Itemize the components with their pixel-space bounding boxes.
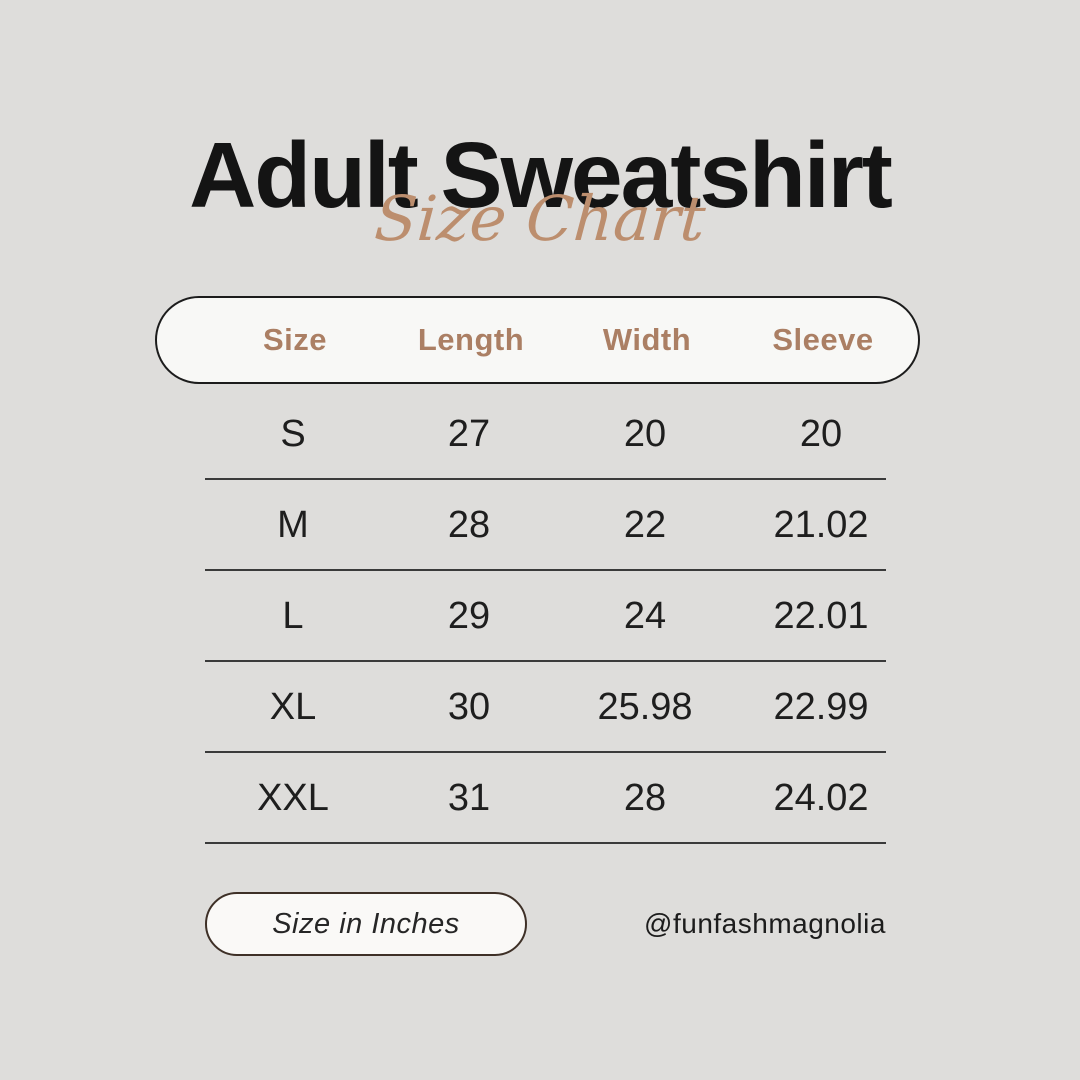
cell-sleeve: 22.01	[773, 595, 869, 637]
column-header-length: Length	[417, 322, 525, 357]
table-row-xl: XL 30 25.98 22.99	[205, 662, 909, 753]
row-divider	[205, 842, 886, 844]
cell-width: 28	[623, 777, 667, 819]
cell-width: 25.98	[597, 686, 693, 728]
row-divider	[205, 660, 886, 662]
column-header-size: Size	[262, 322, 328, 357]
size-table: S 27 20 20 M 28 22 21.02 L 29 24 22.01 X…	[205, 389, 909, 844]
cell-size: XXL	[257, 777, 329, 819]
table-header-row: Size Length Width Sleeve	[207, 298, 911, 382]
cell-size: S	[280, 413, 306, 455]
cell-width: 24	[623, 595, 667, 637]
page-title: Adult Sweatshirt	[189, 123, 893, 228]
table-row-l: L 29 24 22.01	[205, 571, 909, 662]
table-header-pill: Size Length Width Sleeve	[155, 296, 920, 384]
row-divider	[205, 751, 886, 753]
table-row-xxl: XXL 31 28 24.02	[205, 753, 909, 844]
row-divider	[205, 569, 886, 571]
column-header-width: Width	[602, 322, 692, 357]
cell-sleeve: 20	[799, 413, 843, 455]
cell-length: 31	[447, 777, 491, 819]
cell-size: M	[277, 504, 309, 546]
cell-length: 28	[447, 504, 491, 546]
row-divider	[205, 478, 886, 480]
cell-width: 20	[623, 413, 667, 455]
social-handle: @funfashmagnolia	[644, 908, 886, 939]
cell-sleeve: 21.02	[773, 504, 869, 546]
cell-sleeve: 24.02	[773, 777, 869, 819]
cell-length: 29	[447, 595, 491, 637]
cell-length: 30	[447, 686, 491, 728]
cell-size: XL	[269, 686, 317, 728]
cell-length: 27	[447, 413, 491, 455]
unit-pill: Size in Inches	[205, 892, 527, 956]
table-row-m: M 28 22 21.02	[205, 480, 909, 571]
cell-sleeve: 22.99	[773, 686, 869, 728]
cell-width: 22	[623, 504, 667, 546]
unit-label: Size in Inches	[272, 907, 460, 940]
page-subtitle: Size Chart	[372, 182, 708, 255]
table-row-s: S 27 20 20	[205, 389, 909, 480]
column-header-sleeve: Sleeve	[772, 322, 874, 357]
cell-size: L	[282, 595, 304, 637]
